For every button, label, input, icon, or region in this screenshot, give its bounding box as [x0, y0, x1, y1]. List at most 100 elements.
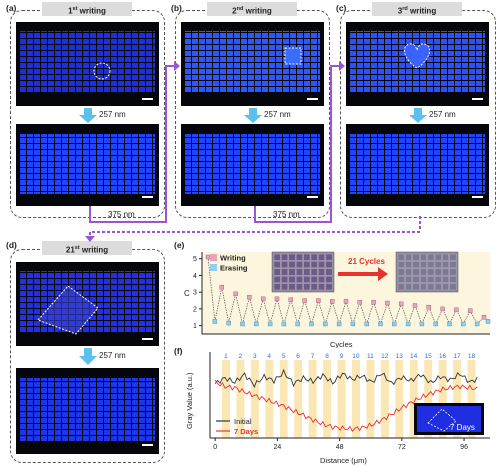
band: [467, 360, 476, 438]
scale-bar: [472, 196, 483, 198]
band-label: 14: [410, 353, 418, 360]
x-axis-label-f: Distance (μm): [320, 456, 367, 465]
y-tick-label-e: 2: [193, 306, 197, 313]
band-label: 4: [267, 353, 271, 360]
band-label: 11: [367, 353, 374, 360]
x-tick-label-f: 72: [398, 444, 406, 451]
scale-bar: [472, 98, 483, 100]
band-label: 15: [425, 353, 433, 360]
writing-point: [385, 300, 390, 306]
legend-writing: Writing: [220, 254, 246, 263]
series-line-initial: [214, 368, 478, 388]
y-tick-label-e: 3: [193, 290, 197, 297]
band-label: 18: [468, 353, 476, 360]
inset-micrograph-right: [395, 251, 459, 293]
x-tick-label-f: 24: [274, 444, 282, 451]
x-axis-label-e: Cycles: [330, 340, 353, 348]
panel-f-label: (f): [174, 346, 183, 356]
cycle-trace-e: [207, 256, 489, 326]
x-tick-label-f: 0: [213, 444, 217, 451]
erasing-point: [350, 321, 356, 327]
erasing-point: [309, 321, 314, 327]
band-label: 17: [453, 353, 461, 360]
y-axis-label-f: Gray Value (a.u.): [185, 372, 194, 429]
band: [424, 360, 433, 438]
band-label: 2: [239, 353, 243, 360]
panel-b-tag: 2nd writing: [207, 2, 297, 16]
erasing-point: [212, 319, 218, 324]
panel-b-image-top: [181, 22, 324, 106]
panel-d-image-top: [16, 262, 159, 346]
panel-c-image-top: [346, 22, 489, 106]
panel-b-wavelength: 257 nm: [264, 110, 291, 119]
band: [380, 360, 389, 438]
band: [352, 360, 360, 438]
panel-d-tag: 21st writing: [42, 241, 132, 255]
erasing-point: [267, 321, 273, 327]
legend-swatch-writing: [210, 254, 217, 261]
legend-initial: Initial: [234, 417, 252, 426]
writing-point: [329, 299, 335, 304]
erasing-point: [405, 321, 411, 327]
erasing-point: [240, 321, 245, 327]
band-label: 12: [381, 353, 389, 360]
writing-point: [481, 315, 487, 320]
erasing-point: [433, 321, 438, 327]
panel-a-image-bottom: [16, 124, 159, 206]
erasing-point: [323, 321, 328, 327]
erasing-point: [392, 321, 397, 327]
chart-e: 1 2 3 4 5 Writing Erasing 21 Cycles C Cycles: [184, 251, 491, 348]
writing-point: [357, 300, 363, 305]
scale-bar: [142, 196, 153, 198]
writing-point: [343, 299, 349, 304]
erasing-point: [226, 320, 231, 326]
erasing-point: [295, 321, 300, 327]
panel-c-image-bottom: [346, 124, 489, 206]
panel-a-image-top: [16, 22, 159, 106]
x-tick-label-f: 96: [460, 444, 468, 451]
band-label: 10: [352, 353, 360, 360]
scale-bar: [142, 338, 153, 340]
writing-point: [302, 298, 307, 303]
y-tick-label-e: 5: [193, 256, 197, 263]
band: [308, 360, 317, 438]
red-right-arrow-icon: [338, 267, 388, 281]
band-label: 9: [340, 353, 344, 360]
panel-d-label: (d): [6, 240, 17, 250]
erasing-point: [336, 321, 342, 327]
erasing-point: [447, 321, 452, 327]
panel-a-tag: 1st writing: [42, 2, 132, 16]
panel-a-label: (a): [6, 3, 17, 13]
chart-f: 1 2 3 4 5 6 7 8 9 10 11 12 13 14 15 16 17 18 0 24 48 72 96 In…: [185, 352, 490, 465]
panel-c-label: (c): [336, 3, 347, 13]
writing-point: [205, 254, 211, 260]
band: [294, 360, 303, 438]
band: [337, 360, 346, 438]
erasing-point: [378, 321, 383, 327]
panel-c-wavelength: 257 nm: [429, 110, 456, 119]
band: [438, 360, 447, 438]
y-axis-label-e: C: [184, 289, 190, 298]
panel-e-label: (e): [174, 240, 185, 250]
writing-point: [468, 308, 473, 313]
band-label: 5: [282, 353, 286, 360]
erasing-point: [364, 321, 369, 327]
writing-point: [233, 291, 238, 297]
writing-point: [260, 296, 266, 302]
erasing-point: [419, 321, 425, 327]
panel-c-heart-mark: [403, 43, 431, 69]
writing-point: [426, 305, 432, 310]
band-label: 8: [325, 353, 329, 360]
erasing-point: [474, 321, 480, 327]
writing-point: [454, 307, 459, 312]
writing-point: [371, 300, 376, 305]
inset-7days-image: 7 Days: [414, 403, 484, 435]
inset-7days-label: 7 Days: [450, 423, 475, 432]
erasing-point: [254, 321, 259, 327]
panel-b-square-mark: [284, 47, 302, 65]
band-label: 13: [396, 353, 404, 360]
legend-swatch-erasing: [210, 264, 217, 271]
panel-b-label: (b): [171, 3, 182, 13]
panel-d-wavelength: 257 nm: [99, 351, 126, 360]
writing-point: [316, 298, 321, 303]
